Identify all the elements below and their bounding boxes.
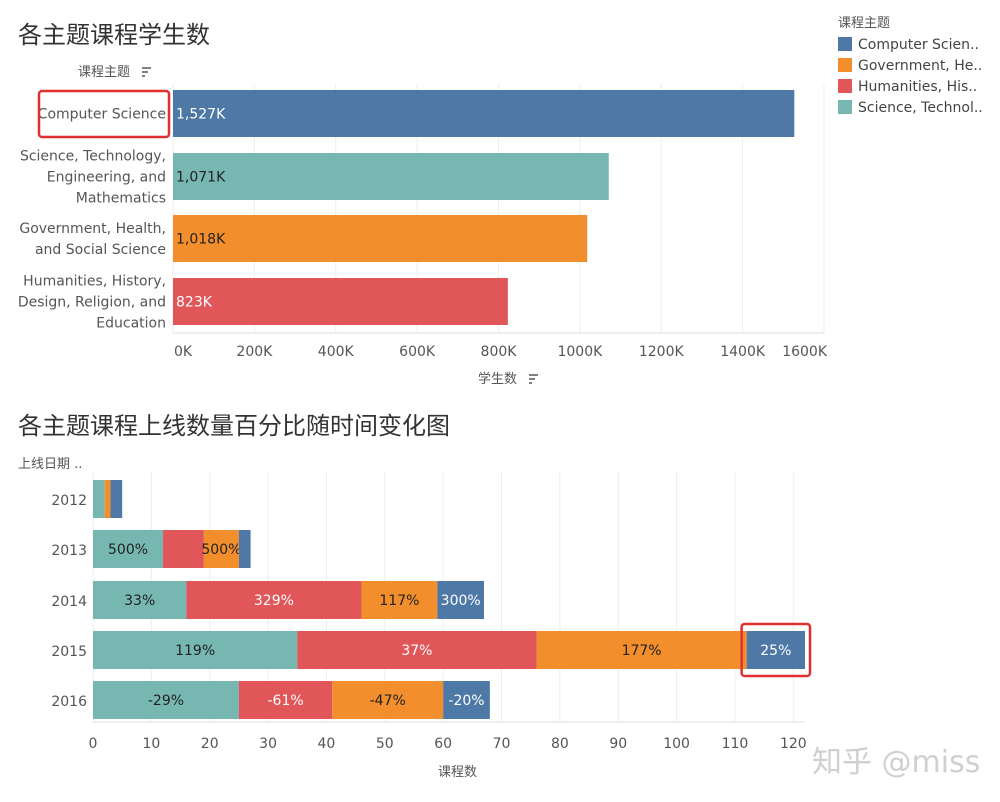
bottom-year-label[interactable]: 2012 (51, 493, 87, 509)
bottom-bar-segment-sci[interactable] (93, 581, 187, 619)
top-x-tick-label: 1400K (720, 344, 766, 360)
bottom-x-tick-label: 90 (609, 736, 627, 752)
bottom-x-tick-label: 80 (551, 736, 569, 752)
bottom-year-label[interactable]: 2016 (51, 694, 87, 710)
bottom-x-tick-label: 20 (201, 736, 219, 752)
top-x-tick-label: 600K (399, 344, 436, 360)
top-bar-hum[interactable] (173, 278, 508, 325)
bottom-bar-percent-label: 329% (254, 593, 294, 609)
legend-item-label[interactable]: Computer Scien.. (858, 37, 979, 53)
bottom-bar-segment-hum[interactable] (186, 581, 362, 619)
top-category-label[interactable]: Humanities, History, (23, 274, 166, 290)
bottom-bar-percent-label: 117% (379, 593, 419, 609)
bottom-x-tick-label: 40 (318, 736, 336, 752)
bottom-bar-segment-hum[interactable] (238, 681, 333, 719)
top-bar-value-label: 1,527K (176, 107, 226, 123)
legend-swatch[interactable] (838, 100, 852, 114)
bottom-bar-percent-label: 300% (441, 593, 481, 609)
bottom-x-tick-label: 120 (780, 736, 807, 752)
top-bar-value-label: 823K (176, 295, 213, 311)
bottom-x-tick-label: 50 (376, 736, 394, 752)
bottom-chart-title: 各主题课程上线数量百分比随时间变化图 (18, 412, 450, 440)
bottom-bar-segment-cs[interactable] (238, 530, 251, 568)
bottom-bar-segment-cs[interactable] (746, 631, 805, 669)
bottom-bar-segment-cs[interactable] (437, 581, 485, 619)
bottom-bar-segment-gov[interactable] (332, 681, 444, 719)
bottom-bar-segment-cs[interactable] (110, 480, 123, 518)
bottom-bar-percent-label: 119% (175, 643, 215, 659)
top-x-tick-label: 1200K (639, 344, 685, 360)
bottom-bar-percent-label: 37% (401, 643, 432, 659)
top-category-label[interactable]: Mathematics (76, 191, 166, 207)
watermark: 知乎 @miss (812, 745, 980, 780)
bottom-bar-segment-hum[interactable] (297, 631, 537, 669)
top-x-sort-icon[interactable] (529, 374, 538, 384)
bottom-bar-segment-sci[interactable] (93, 530, 164, 568)
bottom-bar-percent-label: 500% (201, 542, 241, 558)
top-category-label[interactable]: Science, Technology, (20, 149, 166, 165)
top-bar-value-label: 1,018K (176, 232, 226, 248)
top-category-label[interactable]: Computer Science (38, 107, 166, 123)
bottom-bar-percent-label: 33% (124, 593, 155, 609)
top-x-tick-label: 400K (318, 344, 355, 360)
top-bar-gov[interactable] (173, 215, 588, 262)
highlight-box-2015-cs (740, 622, 812, 678)
bottom-bar-segment-sci[interactable] (93, 631, 298, 669)
bottom-bar-segment-cs[interactable] (443, 681, 490, 719)
top-bar-cs[interactable] (173, 90, 795, 137)
bottom-bar-percent-label: -29% (148, 693, 184, 709)
top-category-label[interactable]: Education (96, 316, 166, 332)
bottom-bar-segment-gov[interactable] (361, 581, 438, 619)
bottom-year-label[interactable]: 2014 (51, 594, 87, 610)
top-category-label[interactable]: and Social Science (35, 242, 166, 258)
bottom-x-tick-label: 100 (663, 736, 690, 752)
bottom-x-tick-label: 60 (434, 736, 452, 752)
legend-item-label[interactable]: Government, He.. (858, 58, 982, 74)
bottom-bar-segment-sci[interactable] (93, 480, 105, 518)
top-category-label[interactable]: Government, Health, (19, 221, 166, 237)
top-chart-title: 各主题课程学生数 (18, 21, 210, 49)
bottom-bar-percent-label: 500% (108, 542, 148, 558)
top-category-label[interactable]: Engineering, and (47, 170, 166, 186)
top-x-tick-label: 1600K (782, 344, 828, 360)
bottom-bar-percent-label: -47% (370, 693, 406, 709)
top-y-axis-title[interactable]: 课程主题 (78, 65, 130, 80)
bottom-bar-segment-gov[interactable] (104, 480, 111, 518)
top-y-sort-icon[interactable] (142, 67, 151, 77)
highlight-box-computer-science (37, 89, 171, 139)
bottom-year-label[interactable]: 2015 (51, 644, 87, 660)
bottom-bar-percent-label: 25% (760, 643, 791, 659)
bottom-x-tick-label: 70 (493, 736, 511, 752)
bottom-bar-segment-hum[interactable] (163, 530, 204, 568)
top-category-label[interactable]: Design, Religion, and (18, 295, 166, 311)
bottom-x-tick-label: 110 (722, 736, 749, 752)
top-bar-sci[interactable] (173, 153, 609, 200)
bottom-year-label[interactable]: 2013 (51, 543, 87, 559)
bottom-bar-percent-label: 177% (622, 643, 662, 659)
bottom-bar-segment-gov[interactable] (536, 631, 747, 669)
bottom-x-tick-label: 0 (89, 736, 98, 752)
legend-swatch[interactable] (838, 37, 852, 51)
top-x-tick-label: 200K (236, 344, 273, 360)
bottom-x-axis-title: 课程数 (438, 765, 477, 780)
bottom-bar-segment-sci[interactable] (93, 681, 239, 719)
bottom-bar-percent-label: -20% (448, 693, 484, 709)
top-x-tick-label: 800K (481, 344, 518, 360)
bottom-x-tick-label: 10 (142, 736, 160, 752)
bottom-bar-segment-gov[interactable] (203, 530, 239, 568)
legend-title: 课程主题 (838, 16, 890, 31)
bottom-x-tick-label: 30 (259, 736, 277, 752)
legend-swatch[interactable] (838, 79, 852, 93)
top-bar-value-label: 1,071K (176, 170, 226, 186)
top-x-axis-title[interactable]: 学生数 (478, 371, 517, 387)
bottom-y-axis-title[interactable]: 上线日期 .. (18, 457, 82, 472)
top-x-tick-label: 1000K (557, 344, 603, 360)
legend-swatch[interactable] (838, 58, 852, 72)
top-x-tick-label: 0K (174, 344, 193, 360)
bottom-bar-percent-label: -61% (268, 693, 304, 709)
legend-item-label[interactable]: Science, Technol.. (858, 100, 983, 116)
legend-item-label[interactable]: Humanities, His.. (858, 79, 977, 95)
